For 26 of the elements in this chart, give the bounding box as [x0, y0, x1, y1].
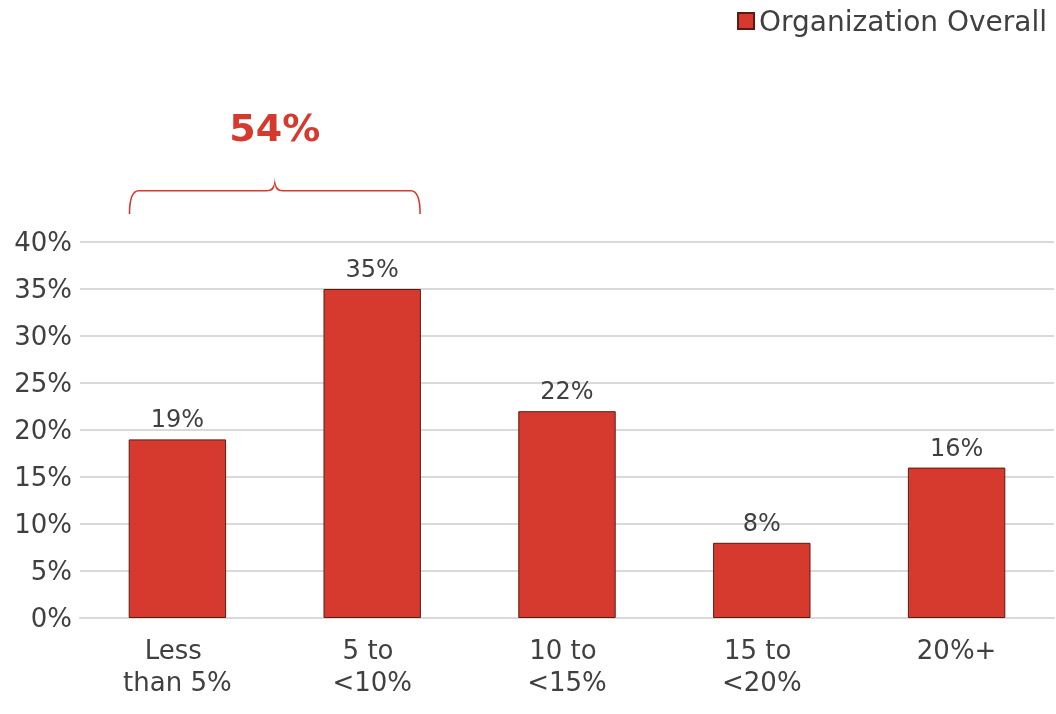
y-tick-label: 35% [14, 274, 72, 304]
bar [323, 289, 421, 618]
text: 54% [229, 106, 321, 150]
bar [518, 411, 616, 618]
bar [713, 542, 811, 618]
x-tick-label: 15 to <20% [722, 635, 802, 697]
x-tick-label: 20%+ [916, 635, 997, 665]
legend-label: Organization Overall [759, 4, 1048, 38]
y-tick-label: 15% [14, 462, 72, 492]
y-tick-label: 0% [30, 603, 72, 633]
y-tick-label: 30% [14, 321, 72, 351]
x-tick-label: 10 to <15% [527, 635, 607, 697]
bar [907, 467, 1006, 618]
y-tick-label: 40% [14, 227, 72, 257]
data-label: 16% [929, 433, 984, 462]
data-label: 19% [150, 405, 205, 434]
y-tick-label: 25% [14, 368, 72, 398]
data-label: 8% [742, 508, 781, 537]
y-tick-label: 20% [14, 415, 72, 445]
x-tick-label: 5 to <10% [332, 635, 412, 697]
y-tick-label: 10% [14, 509, 72, 539]
x-tick-label: Less than 5% [123, 635, 232, 697]
y-tick-label: 5% [30, 556, 72, 586]
bar [128, 439, 227, 618]
data-label: 22% [540, 377, 594, 406]
data-label: 35% [345, 255, 399, 283]
